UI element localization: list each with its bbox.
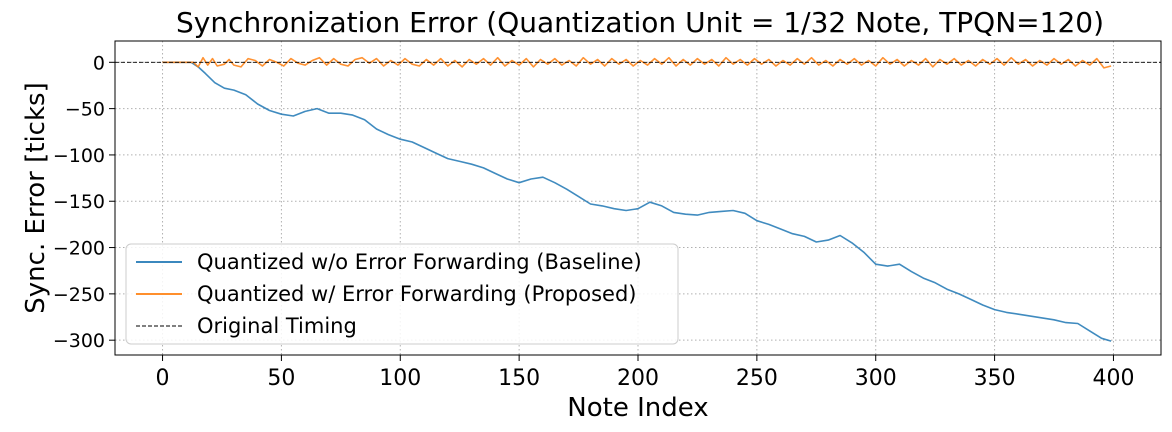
x-tick-label: 150 [498, 366, 540, 391]
y-axis-ticks: 0 −50 −100 −150 −200 −250 −300 [53, 52, 115, 352]
legend: Quantized w/o Error Forwarding (Baseline… [125, 243, 679, 345]
legend-items: Quantized w/o Error Forwarding (Baseline… [136, 250, 642, 338]
x-tick-label: 200 [617, 366, 659, 391]
series-line-0 [162, 61, 1112, 342]
y-tick-label: −100 [53, 145, 105, 167]
y-tick-label: −200 [53, 238, 105, 260]
legend-label-0: Quantized w/o Error Forwarding (Baseline… [197, 250, 642, 274]
y-tick-label: −150 [53, 191, 105, 213]
legend-box [125, 243, 679, 345]
y-tick-label: −250 [53, 284, 105, 306]
x-tick-label: 400 [1092, 366, 1134, 391]
legend-label-1: Quantized w/ Error Forwarding (Proposed) [197, 282, 637, 306]
x-tick-label: 0 [156, 366, 170, 391]
x-tick-label: 350 [974, 366, 1016, 391]
series-lines [115, 56, 1161, 342]
y-axis-label: Sync. Error [ticks] [21, 82, 51, 313]
x-tick-label: 50 [267, 366, 295, 391]
series-line-1 [162, 56, 1112, 69]
y-tick-label: 0 [93, 52, 105, 74]
y-tick-label: −50 [65, 99, 105, 121]
chart-title: Synchronization Error (Quantization Unit… [176, 6, 1104, 39]
x-axis-label: Note Index [567, 393, 708, 423]
x-tick-label: 250 [736, 366, 778, 391]
x-tick-label: 100 [379, 366, 421, 391]
grid-lines [115, 41, 1161, 355]
x-axis-ticks: 0 50 100 150 200 250 300 350 400 [156, 355, 1134, 391]
legend-label-2: Original Timing [197, 314, 357, 338]
x-tick-label: 300 [855, 366, 897, 391]
y-tick-label: −300 [53, 330, 105, 352]
